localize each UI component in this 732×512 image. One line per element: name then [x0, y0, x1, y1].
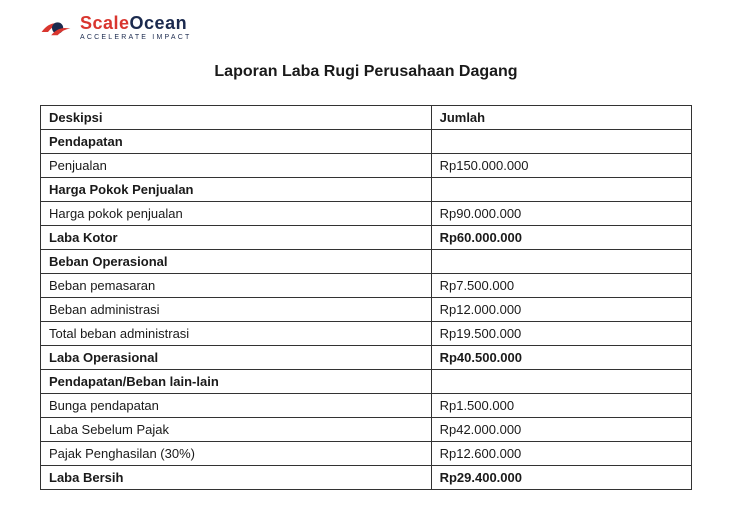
cell-description: Pendapatan/Beban lain-lain [41, 370, 432, 394]
cell-amount: Rp40.500.000 [431, 346, 691, 370]
cell-description: Beban Operasional [41, 250, 432, 274]
table-row: Harga Pokok Penjualan [41, 178, 692, 202]
table-row: Bunga pendapatanRp1.500.000 [41, 394, 692, 418]
cell-description: Total beban administrasi [41, 322, 432, 346]
cell-amount: Rp42.000.000 [431, 418, 691, 442]
table-row: PenjualanRp150.000.000 [41, 154, 692, 178]
cell-description: Laba Bersih [41, 466, 432, 490]
report-page: ScaleOcean ACCELERATE IMPACT Laporan Lab… [0, 0, 732, 510]
cell-description: Laba Operasional [41, 346, 432, 370]
cell-amount: Rp90.000.000 [431, 202, 691, 226]
logo-tagline: ACCELERATE IMPACT [80, 34, 191, 41]
table-row: Beban administrasiRp12.000.000 [41, 298, 692, 322]
cell-amount [431, 130, 691, 154]
cell-amount: Rp150.000.000 [431, 154, 691, 178]
cell-amount: Rp19.500.000 [431, 322, 691, 346]
logo-text: ScaleOcean ACCELERATE IMPACT [80, 14, 191, 41]
cell-description: Harga pokok penjualan [41, 202, 432, 226]
logo-wordmark: ScaleOcean [80, 14, 191, 32]
header-amount: Jumlah [431, 106, 691, 130]
cell-description: Bunga pendapatan [41, 394, 432, 418]
table-row: Total beban administrasiRp19.500.000 [41, 322, 692, 346]
cell-amount: Rp1.500.000 [431, 394, 691, 418]
cell-amount [431, 250, 691, 274]
cell-amount [431, 178, 691, 202]
cell-description: Laba Kotor [41, 226, 432, 250]
table-row: Laba KotorRp60.000.000 [41, 226, 692, 250]
table-row: Laba Sebelum PajakRp42.000.000 [41, 418, 692, 442]
table-row: Laba BersihRp29.400.000 [41, 466, 692, 490]
table-row: Pajak Penghasilan (30%)Rp12.600.000 [41, 442, 692, 466]
cell-amount: Rp7.500.000 [431, 274, 691, 298]
cell-amount [431, 370, 691, 394]
cell-description: Beban pemasaran [41, 274, 432, 298]
cell-description: Beban administrasi [41, 298, 432, 322]
table-row: Beban Operasional [41, 250, 692, 274]
cell-amount: Rp29.400.000 [431, 466, 691, 490]
logo-word-ocean: Ocean [130, 13, 188, 33]
table-row: Beban pemasaranRp7.500.000 [41, 274, 692, 298]
report-title: Laporan Laba Rugi Perusahaan Dagang [40, 63, 692, 81]
logo-word-scale: Scale [80, 13, 130, 33]
table-row: Laba OperasionalRp40.500.000 [41, 346, 692, 370]
table-row: Pendapatan [41, 130, 692, 154]
table-body: PendapatanPenjualanRp150.000.000Harga Po… [41, 130, 692, 490]
table-header-row: Deskipsi Jumlah [41, 106, 692, 130]
cell-description: Pendapatan [41, 130, 432, 154]
cell-amount: Rp12.600.000 [431, 442, 691, 466]
cell-description: Laba Sebelum Pajak [41, 418, 432, 442]
header-description: Deskipsi [41, 106, 432, 130]
cell-description: Penjualan [41, 154, 432, 178]
table-row: Pendapatan/Beban lain-lain [41, 370, 692, 394]
cell-amount: Rp60.000.000 [431, 226, 691, 250]
cell-amount: Rp12.000.000 [431, 298, 691, 322]
logo-swoosh-icon [40, 16, 72, 40]
income-statement-table: Deskipsi Jumlah PendapatanPenjualanRp150… [40, 105, 692, 490]
cell-description: Pajak Penghasilan (30%) [41, 442, 432, 466]
company-logo: ScaleOcean ACCELERATE IMPACT [40, 14, 692, 41]
cell-description: Harga Pokok Penjualan [41, 178, 432, 202]
table-row: Harga pokok penjualanRp90.000.000 [41, 202, 692, 226]
